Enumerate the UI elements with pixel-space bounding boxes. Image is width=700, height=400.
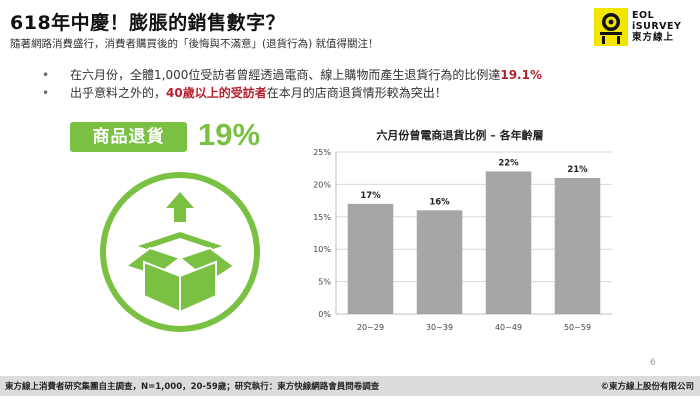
- x-tick-label: 40~49: [495, 323, 522, 332]
- footer-source: 東方線上消費者研究集團自主調查，N=1,000，20-59歲；研究執行：東方快線…: [5, 382, 380, 392]
- y-tick-label: 5%: [318, 278, 331, 287]
- footer-copyright: ©東方線上股份有限公司: [600, 382, 694, 392]
- page-number: 6: [650, 358, 656, 368]
- data-label: 17%: [360, 191, 381, 201]
- bar: [554, 177, 601, 314]
- y-tick-label: 10%: [313, 245, 331, 254]
- return-rate-value: 19%: [198, 117, 261, 152]
- brand-logo: EOL iSURVEY 東方線上: [594, 8, 694, 48]
- key-findings: • 在六月份，全體1,000位受訪者曾經透過電商、線上購物而產生退貨行為的比例達…: [42, 66, 542, 102]
- eol-logo-icon: [594, 8, 628, 46]
- age-return-bar-chart: 0% 5% 10% 15% 20% 25% 17% 20~29 16% 30~39 22% 40~49…: [313, 148, 612, 332]
- bullet-dot-icon: •: [42, 68, 50, 82]
- bar: [347, 203, 394, 314]
- bar: [416, 210, 463, 314]
- chart-title: 六月份曾電商退貨比例 – 各年齡層: [376, 129, 544, 142]
- bullet-item: • 在六月份，全體1,000位受訪者曾經透過電商、線上購物而產生退貨行為的比例達…: [42, 66, 542, 84]
- y-tick-label: 15%: [313, 213, 331, 222]
- data-label: 21%: [567, 165, 588, 175]
- product-return-badge: 商品退貨: [70, 122, 187, 152]
- page-title: 618年中慶！膨脹的銷售數字？: [10, 12, 286, 34]
- logo-text-cn: 東方線上: [632, 32, 675, 43]
- bullet-highlight: 40歲以上的受訪者: [166, 86, 267, 100]
- data-label: 16%: [429, 197, 450, 207]
- bullet-text: 在六月份，全體1,000位受訪者曾經透過電商、線上購物而產生退貨行為的比例達: [70, 68, 501, 82]
- logo-text-eol: EOL: [632, 10, 655, 21]
- y-tick-label: 0%: [318, 310, 331, 319]
- x-tick-label: 20~29: [357, 323, 384, 332]
- return-box-icon: [98, 170, 262, 334]
- y-tick-label: 25%: [313, 148, 331, 157]
- x-tick-label: 30~39: [426, 323, 453, 332]
- page-subtitle: 隨著網路消費盛行，消費者購買後的「後悔與不滿意」(退貨行為) 就值得關注！: [10, 38, 379, 50]
- bullet-item: • 出乎意料之外的，40歲以上的受訪者在本月的店商退貨情形較為突出！: [42, 84, 542, 102]
- bullet-highlight: 19.1%: [500, 68, 542, 82]
- data-label: 22%: [498, 158, 519, 168]
- y-tick-label: 20%: [313, 180, 331, 189]
- logo-text-isurvey: iSURVEY: [632, 21, 682, 32]
- x-tick-label: 50~59: [564, 323, 591, 332]
- bullet-text: 出乎意料之外的，: [70, 86, 167, 100]
- footer-bar: 東方線上消費者研究集團自主調查，N=1,000，20-59歲；研究執行：東方快線…: [0, 376, 700, 396]
- bar: [485, 171, 532, 314]
- bullet-dot-icon: •: [42, 86, 50, 100]
- bullet-text-tail: 在本月的店商退貨情形較為突出！: [266, 86, 447, 100]
